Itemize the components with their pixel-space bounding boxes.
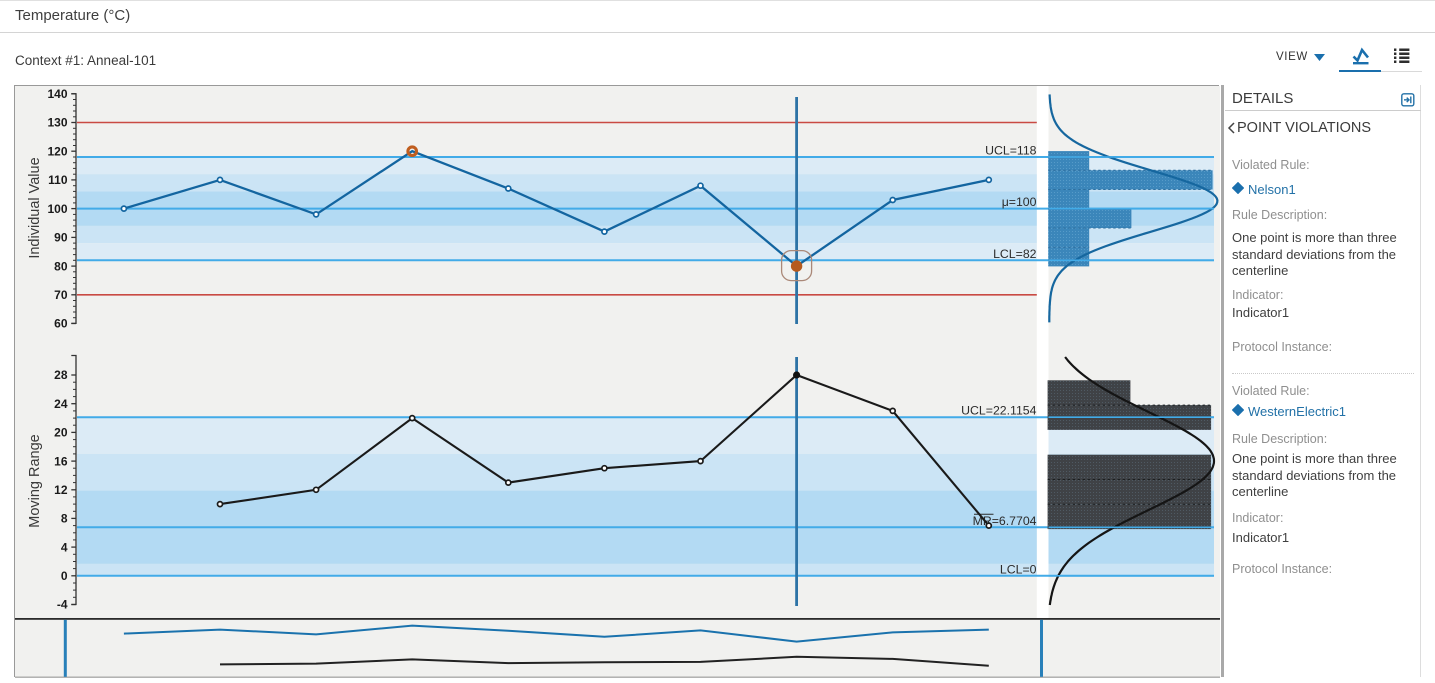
svg-text:LCL=0: LCL=0: [1000, 562, 1037, 576]
svg-text:110: 110: [48, 173, 68, 187]
svg-text:8: 8: [61, 512, 68, 526]
svg-text:90: 90: [54, 231, 68, 245]
svg-text:20: 20: [54, 426, 68, 440]
svg-text:24: 24: [54, 397, 68, 411]
svg-text:16: 16: [54, 454, 68, 468]
svg-text:140: 140: [47, 87, 67, 101]
svg-text:MR=6.7704: MR=6.7704: [973, 514, 1037, 528]
svg-text:0: 0: [61, 569, 68, 583]
svg-text:120: 120: [47, 144, 67, 158]
svg-text:100: 100: [47, 202, 67, 216]
svg-text:28: 28: [54, 368, 68, 382]
svg-text:Moving Range: Moving Range: [27, 434, 43, 528]
svg-text:μ=100: μ=100: [1002, 195, 1037, 209]
svg-text:80: 80: [54, 259, 68, 273]
svg-text:4: 4: [61, 540, 68, 554]
svg-text:130: 130: [47, 116, 67, 130]
svg-text:Individual Value: Individual Value: [27, 157, 43, 258]
svg-text:70: 70: [54, 288, 68, 302]
svg-text:UCL=118: UCL=118: [985, 144, 1037, 158]
svg-text:UCL=22.1154: UCL=22.1154: [961, 404, 1036, 418]
svg-text:-4: -4: [57, 598, 68, 612]
svg-text:12: 12: [54, 483, 68, 497]
svg-text:60: 60: [54, 317, 68, 331]
svg-text:LCL=82: LCL=82: [993, 247, 1037, 261]
